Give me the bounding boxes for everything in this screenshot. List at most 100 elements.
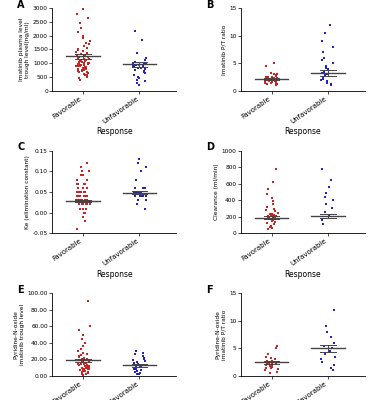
Point (131, 62, 137, 69)
Point (263, 358, 269, 365)
Point (79, 197, 85, 204)
Point (79, 356, 85, 363)
Point (273, 82, 279, 88)
Point (134, 77, 140, 83)
Point (269, 213, 275, 219)
Point (136, 156, 142, 162)
Point (78, 360, 84, 367)
Point (86, 364, 92, 371)
Point (79, 59, 85, 65)
Point (269, 76, 275, 82)
Point (75, 61, 81, 67)
Point (80, 48, 86, 54)
Point (82, 72, 88, 78)
Point (322, 351, 328, 357)
Point (330, 367, 336, 374)
Point (328, 81, 334, 88)
Point (81, 366, 87, 372)
Point (86, 56, 92, 62)
Point (321, 54, 327, 61)
Point (272, 208, 278, 215)
Point (83, 64, 89, 70)
Point (81, 43, 87, 49)
Point (80, 357, 86, 364)
Point (140, 63, 146, 70)
Point (275, 71, 280, 78)
Point (74, 189, 80, 195)
Point (80, 336, 86, 342)
Point (78, 62, 84, 68)
Point (273, 73, 279, 79)
Point (271, 221, 277, 228)
Point (273, 212, 279, 219)
Y-axis label: Pyridine-N-oxide
imatinib trough level: Pyridine-N-oxide imatinib trough level (14, 304, 25, 365)
Point (77, 197, 83, 204)
Point (77, 77, 83, 83)
Point (75, 180, 81, 187)
Point (76, 68, 81, 74)
Text: E: E (17, 285, 24, 295)
Point (87, 201, 93, 208)
Point (263, 207, 269, 214)
Point (134, 368, 140, 374)
Point (273, 166, 279, 172)
Point (83, 201, 89, 208)
Point (81, 180, 87, 187)
Point (326, 66, 331, 72)
Point (331, 354, 337, 360)
Point (263, 362, 269, 368)
Point (143, 197, 149, 204)
Point (85, 298, 91, 305)
Point (269, 225, 275, 231)
Point (84, 185, 90, 191)
Point (272, 78, 278, 84)
Point (331, 306, 337, 313)
Point (80, 343, 86, 349)
Y-axis label: Imatinib plasma level
trough level(ng/ml): Imatinib plasma level trough level(ng/ml… (19, 18, 30, 81)
Point (81, 356, 87, 363)
Point (87, 323, 93, 330)
Point (76, 55, 81, 61)
Point (75, 197, 81, 204)
Y-axis label: Pyridine-N-oxide
imatinib P/T ratio: Pyridine-N-oxide imatinib P/T ratio (215, 310, 226, 360)
Point (80, 172, 86, 179)
Point (323, 63, 329, 69)
Point (141, 60, 147, 66)
Point (269, 217, 275, 224)
Point (327, 21, 333, 28)
Point (76, 54, 82, 60)
Point (78, 197, 84, 204)
Point (143, 61, 149, 67)
Point (78, 164, 84, 170)
Point (130, 60, 136, 67)
Point (143, 164, 149, 170)
Point (274, 76, 280, 82)
Point (321, 68, 327, 75)
Point (133, 62, 139, 68)
Point (84, 193, 90, 199)
Point (133, 189, 139, 195)
Point (265, 186, 271, 192)
Point (275, 210, 281, 216)
Point (273, 360, 279, 366)
Point (142, 78, 148, 85)
Point (82, 197, 88, 204)
Point (84, 193, 90, 199)
Point (269, 79, 275, 85)
Point (80, 359, 86, 365)
Point (77, 205, 83, 212)
Point (86, 365, 92, 372)
Point (143, 55, 149, 62)
Point (269, 360, 275, 366)
Point (324, 78, 330, 84)
Point (82, 360, 88, 366)
Point (80, 205, 86, 212)
Point (272, 205, 278, 212)
Point (142, 66, 148, 72)
Point (322, 72, 328, 79)
Point (132, 189, 138, 195)
Point (78, 361, 84, 368)
Point (325, 67, 331, 73)
Point (264, 81, 270, 88)
Point (84, 197, 90, 204)
